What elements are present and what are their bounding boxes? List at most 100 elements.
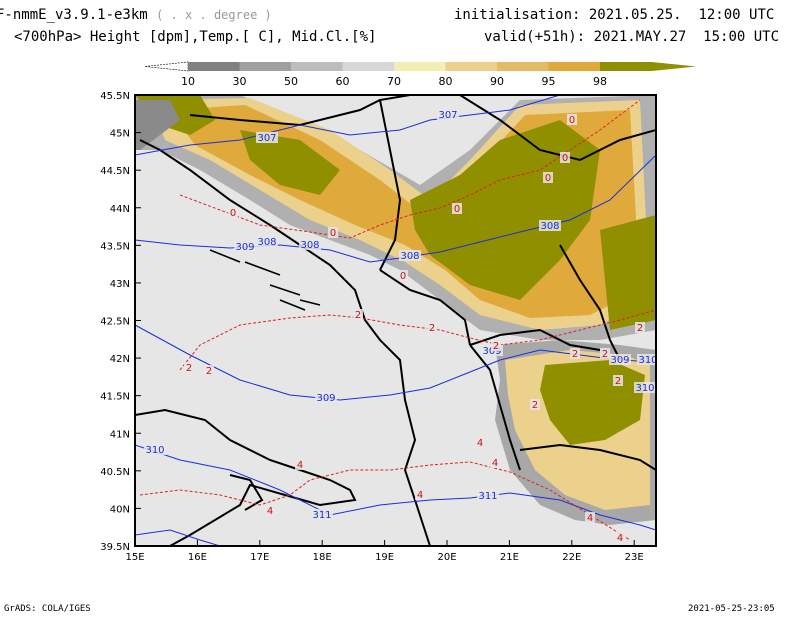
- colorbar-label: 80: [439, 75, 453, 88]
- temp-label-bg: [570, 348, 580, 359]
- colorbar-swatch: [342, 62, 394, 71]
- colorbar-swatch: [497, 62, 549, 71]
- height-contour-311: [135, 529, 221, 546]
- height-label-bg: [539, 220, 561, 231]
- lon-tick-label: 20E: [437, 552, 456, 563]
- coastlines: [135, 139, 431, 546]
- lat-tick-label: 40.5N: [100, 467, 130, 478]
- temp-label: 2: [206, 366, 212, 377]
- colorbar-label: 98: [593, 75, 607, 88]
- colorbar-label: 50: [284, 75, 298, 88]
- temp-label-bg: [452, 203, 462, 214]
- lat-tick-label: 43.5N: [100, 241, 130, 252]
- height-label: 308: [257, 237, 276, 248]
- country-borders: [189, 95, 656, 471]
- height-label: 310: [638, 355, 657, 366]
- colorbar-swatch: [394, 62, 446, 71]
- lat-tick-label: 43N: [110, 279, 130, 290]
- footer-timestamp: 2021-05-25-23:05: [688, 604, 775, 614]
- temp-label: 0: [400, 271, 406, 282]
- island-2: [244, 261, 281, 276]
- colorbar-label: 10: [181, 75, 195, 88]
- adriatic-coast-east: [139, 139, 431, 546]
- temp-label-bg: [184, 362, 194, 373]
- temp-label: 4: [492, 458, 498, 469]
- height-label-bg: [256, 236, 278, 247]
- height-label: 310: [145, 445, 164, 456]
- height-label-bg: [311, 509, 333, 520]
- height-label-bg: [637, 354, 656, 365]
- footer-credit: GrADS: COLA/IGES: [4, 604, 91, 614]
- lat-tick-label: 39.5N: [100, 542, 130, 553]
- temp-label-bg: [328, 227, 338, 238]
- temp-label-bg: [635, 322, 645, 333]
- height-label: 311: [312, 510, 331, 521]
- temp-label: 2: [637, 323, 643, 334]
- temp-label-bg: [295, 459, 305, 470]
- cloud-olive-core-far-east: [600, 215, 656, 330]
- temp-label: 0: [569, 115, 575, 126]
- valid-time: valid(+51h): 2021.MAY.27 15:00 UTC: [484, 29, 779, 45]
- height-label: 311: [478, 491, 497, 502]
- temp-label-bg: [600, 348, 610, 359]
- height-label-bg: [399, 250, 421, 261]
- island-4: [299, 299, 321, 306]
- valid-value: 2021.MAY.27 15:00 UTC: [593, 29, 780, 45]
- island-5: [279, 299, 306, 311]
- model-name: F-nmmE_v3.9.1-e3km: [0, 7, 148, 23]
- temp-label: 4: [587, 513, 593, 524]
- temp-label: 0: [230, 208, 236, 219]
- temp-label: 4: [617, 533, 623, 544]
- temp-label-bg: [398, 270, 408, 281]
- colorbar-label: 30: [233, 75, 247, 88]
- temp-contour-2: [179, 309, 656, 371]
- temp-label-bg: [490, 457, 500, 468]
- temp-label-bg: [530, 399, 540, 410]
- temperature-contours: [139, 99, 656, 541]
- height-label: 308: [540, 221, 559, 232]
- temp-label: 4: [267, 506, 273, 517]
- temp-label: 0: [330, 228, 336, 239]
- temp-label: 4: [477, 438, 483, 449]
- border-albania-macedonia: [469, 344, 521, 471]
- island-3: [269, 284, 301, 296]
- colorbar-swatch: [291, 62, 343, 71]
- lon-tick-label: 17E: [250, 552, 269, 563]
- height-label: 309: [482, 346, 501, 357]
- lon-tick-label: 18E: [313, 552, 332, 563]
- lat-tick-label: 45.5N: [100, 91, 130, 102]
- height-label: 308: [400, 251, 419, 262]
- latitude-axis: 45.5N 45N 44.5N 44N 43.5N 43N 42.5N 42N 41.5N 41N…: [100, 91, 141, 553]
- temp-label-bg: [615, 532, 625, 543]
- model-resolution-note: ( . x . degree ): [156, 8, 272, 22]
- temp-label-bg: [475, 437, 485, 448]
- height-label-bg: [634, 382, 656, 393]
- lat-tick-label: 41N: [110, 429, 130, 440]
- colorbar-label: 70: [387, 75, 401, 88]
- temp-label-bg: [543, 172, 553, 183]
- lon-tick-label: 16E: [188, 552, 207, 563]
- colorbar-swatch: [239, 62, 291, 71]
- temp-label: 2: [602, 349, 608, 360]
- colorbar-label: 60: [336, 75, 350, 88]
- temp-label: 2: [493, 341, 499, 352]
- colorbar-swatch: [548, 62, 600, 71]
- temp-label-bg: [204, 365, 214, 376]
- islands: [209, 249, 321, 311]
- lat-tick-label: 42N: [110, 354, 130, 365]
- border-montenegro: [379, 269, 471, 346]
- colorbar-high-arrow: [651, 62, 697, 71]
- colorbar-label: 90: [490, 75, 504, 88]
- temp-label-bg: [353, 309, 363, 320]
- lon-tick-label: 23E: [625, 552, 644, 563]
- italy-heel: [229, 474, 264, 511]
- temp-label-bg: [585, 512, 595, 523]
- lon-tick-label: 19E: [375, 552, 394, 563]
- height-label-bg: [234, 241, 256, 252]
- height-label-bg: [256, 132, 278, 143]
- model-title: F-nmmE_v3.9.1-e3km ( . x . degree ): [0, 7, 272, 23]
- height-label: 309: [235, 242, 254, 253]
- temp-label-bg: [427, 322, 437, 333]
